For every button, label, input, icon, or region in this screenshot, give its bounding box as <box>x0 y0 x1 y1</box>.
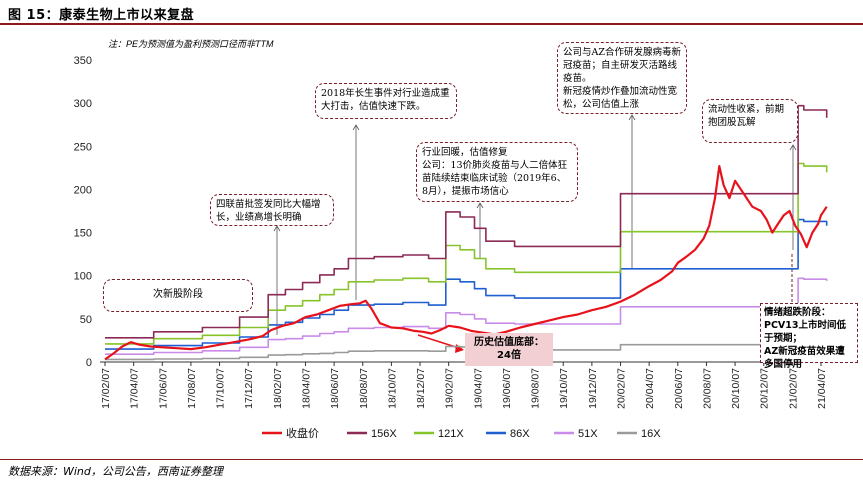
legend-label: 51X <box>578 428 598 440</box>
title-divider <box>0 23 863 25</box>
series-line-86X <box>105 218 828 350</box>
annotation-new-stock: 次新股阶段 <box>103 279 253 312</box>
series-line-收盘价 <box>104 165 828 361</box>
x-tick-label: 18/02/07 <box>272 368 284 409</box>
y-tick-label: 150 <box>74 228 92 240</box>
x-tick-label: 18/04/07 <box>300 368 312 409</box>
bottom-arrowhead <box>455 344 464 353</box>
y-tick-label: 300 <box>74 98 92 110</box>
x-tick-label: 20/08/07 <box>701 368 713 409</box>
legend-label: 121X <box>438 428 464 440</box>
y-tick-label: 0 <box>86 357 92 369</box>
annotation-liquidity: 流动性收紧，前期抱团股瓦解 <box>702 99 798 143</box>
annotation-industry-recovery: 行业回暖，估值修复 公司：13价肺炎疫苗与人二倍体狂苗陆续结束临床试验（2019… <box>416 142 578 202</box>
y-tick-label: 100 <box>74 271 92 283</box>
x-tick-label: 19/12/07 <box>587 368 599 409</box>
guide-arrowhead <box>352 124 360 131</box>
x-tick-label: 17/02/07 <box>100 368 112 409</box>
legend-label: 86X <box>510 428 530 440</box>
guide-arrowhead <box>628 114 636 121</box>
x-tick-label: 19/06/07 <box>501 368 513 409</box>
series-line-16X <box>105 335 828 361</box>
x-tick-label: 17/08/07 <box>186 368 198 409</box>
x-tick-label: 18/10/07 <box>386 368 398 409</box>
x-tick-label: 17/06/07 <box>157 368 169 409</box>
annotation-quad-vaccine: 四联苗批签发同比大幅增长，业绩高增长明确 <box>210 194 334 226</box>
annotation-valuation-bottom: 历史估值底部： 24倍 <box>465 333 553 366</box>
data-source: 数据来源：Wind，公司公告，西南证券整理 <box>8 465 223 478</box>
guide-arrowhead <box>273 225 281 232</box>
annotation-covid-vaccine: 公司与AZ合作研发腺病毒新冠疫苗；自主研发灭活路线疫苗。 新冠疫情炒作叠加流动性… <box>557 42 687 114</box>
chart-note: 注：PE为预测值为盈利预测口径而非TTM <box>108 39 274 49</box>
x-tick-label: 19/08/07 <box>530 368 542 409</box>
x-tick-label: 17/10/07 <box>215 368 227 409</box>
legend: 收盘价 156X 121X 86X 51X 16X <box>262 426 661 440</box>
legend-label: 收盘价 <box>286 426 319 440</box>
series-line-121X <box>105 162 828 345</box>
legend-label: 156X <box>371 428 397 440</box>
x-tick-label: 21/02/07 <box>787 368 799 409</box>
x-tick-label: 17/04/07 <box>129 368 141 409</box>
x-tick-label: 17/12/07 <box>243 368 255 409</box>
x-tick-label: 18/08/07 <box>358 368 370 409</box>
x-tick-label: 19/04/07 <box>472 368 484 409</box>
x-tick-label: 18/12/07 <box>415 368 427 409</box>
y-tick-label: 200 <box>74 184 92 196</box>
guide-arrowhead <box>476 202 484 209</box>
x-tick-label: 20/12/07 <box>759 368 771 409</box>
annotation-changsheng-event: 2018年长生事件对行业造成重大打击，估值快速下跌。 <box>315 83 457 119</box>
series-lines <box>104 104 828 361</box>
x-tick-label: 20/06/07 <box>673 368 685 409</box>
x-tick-label: 21/04/07 <box>816 368 828 409</box>
y-tick-label: 50 <box>80 314 92 326</box>
series-line-156X <box>105 104 828 339</box>
axes: 0 50 100 150 200 250 300 350 17/02/07 17/04/07 17/… <box>74 55 828 409</box>
guide-arrowhead <box>789 144 797 151</box>
source-divider <box>0 459 863 460</box>
legend-label: 16X <box>641 428 661 440</box>
x-tick-label: 20/10/07 <box>730 368 742 409</box>
annotation-oversold: 情绪超跌阶段： PCV13上市时间低于预期； AZ新冠疫苗效果遭多国停用 <box>760 303 858 370</box>
figure-title: 图 15：康泰生物上市以来复盘 <box>8 8 195 23</box>
y-tick-label: 250 <box>74 141 92 153</box>
y-tick-label: 350 <box>74 55 92 67</box>
x-tick-label: 19/10/07 <box>558 368 570 409</box>
x-tick-label: 19/02/07 <box>444 368 456 409</box>
x-tick-label: 20/04/07 <box>644 368 656 409</box>
x-tick-label: 18/06/07 <box>329 368 341 409</box>
x-tick-label: 20/02/07 <box>616 368 628 409</box>
